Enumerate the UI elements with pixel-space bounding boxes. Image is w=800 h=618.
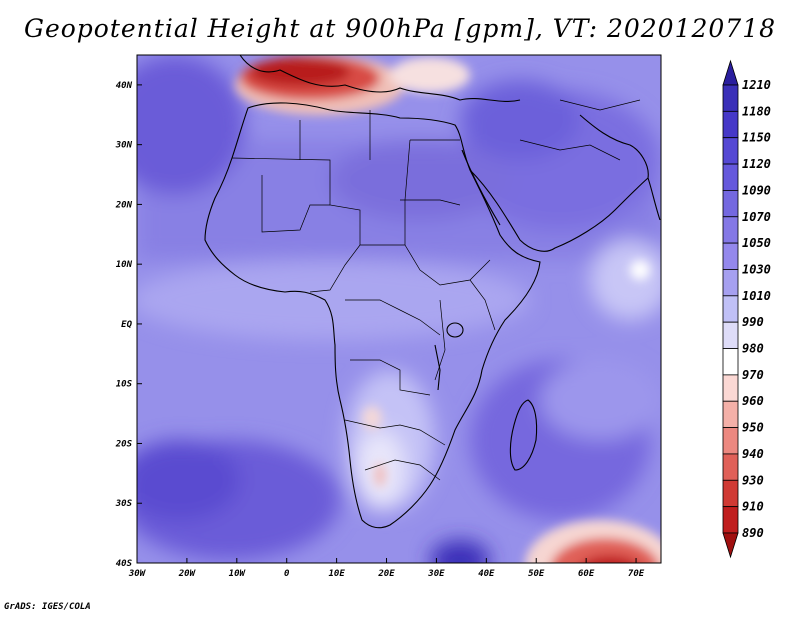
colorbar-level-label: 1010	[742, 289, 771, 303]
colorbar-swatch	[722, 479, 739, 508]
lat-tick-label: 20N	[115, 200, 133, 210]
africa-coastline	[204, 102, 541, 529]
lat-tick-label: 20S	[115, 439, 133, 449]
colorbar-level-label: 960	[742, 394, 764, 408]
colorbar-swatch	[722, 348, 739, 376]
lon-tick-label: 10W	[229, 569, 247, 579]
lat-tick-label: 10S	[116, 380, 133, 390]
colorbar-level-label: 910	[742, 500, 764, 514]
arabia-coastline	[469, 114, 649, 252]
colorbar-level-label: 970	[742, 368, 764, 382]
lon-tick-label: 0	[284, 569, 290, 579]
colorbar-swatch	[722, 242, 739, 270]
height-field-shading	[137, 55, 661, 563]
colorbar-level-label: 1150	[742, 131, 771, 145]
colorbar-swatch	[722, 190, 739, 218]
lat-tick-label: 30N	[115, 141, 133, 151]
colorbar-level-label: 1090	[742, 183, 771, 197]
colorbar-swatch	[722, 216, 739, 244]
colorbar-level-label: 980	[742, 342, 764, 356]
colorbar-swatch	[722, 295, 739, 323]
colorbar-level-label: 930	[742, 473, 764, 487]
colorbar-swatch	[722, 400, 739, 428]
colorbar-swatch	[722, 427, 739, 455]
coastlines	[204, 55, 661, 529]
lat-tick-label: 30S	[115, 499, 133, 509]
longitude-axis: 30W 20W 10W 0 10E 20E 30E 40E 50E 60E 70E	[128, 558, 645, 579]
colorbar-swatch	[722, 506, 739, 534]
grads-credit: GrADS: IGES/COLA	[4, 602, 91, 612]
colorbar-level-label: 1070	[742, 210, 771, 224]
colorbar: 1210 1180 1150 1120 1090 1070 1050 1030 1010 990 9…	[722, 59, 771, 559]
colorbar-swatch	[722, 374, 739, 402]
colorbar-level-label: 1120	[742, 157, 771, 171]
lat-tick-label: 40S	[116, 559, 133, 569]
europe-coastline	[239, 55, 521, 102]
lon-tick-label: 50E	[528, 569, 545, 579]
lat-tick-label: EQ	[121, 320, 132, 330]
colorbar-swatch	[722, 453, 739, 481]
lon-tick-label: 10E	[328, 569, 345, 579]
colorbar-swatch	[722, 84, 739, 112]
colorbar-bottom-arrow	[722, 532, 739, 559]
madagascar-outline	[509, 399, 538, 471]
lon-tick-label: 30E	[427, 569, 445, 579]
colorbar-swatch	[722, 137, 739, 165]
colorbar-level-label: 990	[742, 315, 764, 329]
lon-tick-label: 20W	[178, 569, 197, 579]
colorbar-top-arrow	[722, 59, 739, 86]
colorbar-level-label: 1030	[742, 262, 771, 276]
colorbar-swatch	[722, 321, 739, 349]
lon-tick-label: 30W	[128, 569, 147, 579]
colorbar-level-label: 890	[742, 526, 764, 540]
colorbar-level-label: 1210	[742, 78, 771, 92]
lon-tick-label: 70E	[628, 569, 645, 579]
colorbar-level-label: 940	[742, 447, 764, 461]
lon-tick-label: 20E	[377, 569, 395, 579]
colorbar-swatch	[722, 269, 739, 297]
colorbar-swatch	[722, 110, 739, 139]
colorbar-level-label: 1050	[742, 236, 771, 250]
lat-tick-label: 10N	[116, 260, 133, 270]
colorbar-level-label: 1180	[742, 104, 771, 118]
latitude-axis: 40N 30N 20N 10N EQ 10S 20S 30S 40S	[115, 81, 142, 569]
colorbar-level-label: 950	[742, 421, 764, 435]
lon-tick-label: 40E	[478, 569, 495, 579]
map-title: Geopotential Height at 900hPa [gpm], VT:…	[23, 14, 777, 43]
lon-tick-label: 60E	[578, 569, 595, 579]
colorbar-swatch	[722, 163, 739, 191]
lat-tick-label: 40N	[116, 81, 133, 91]
map-frame	[136, 54, 662, 564]
